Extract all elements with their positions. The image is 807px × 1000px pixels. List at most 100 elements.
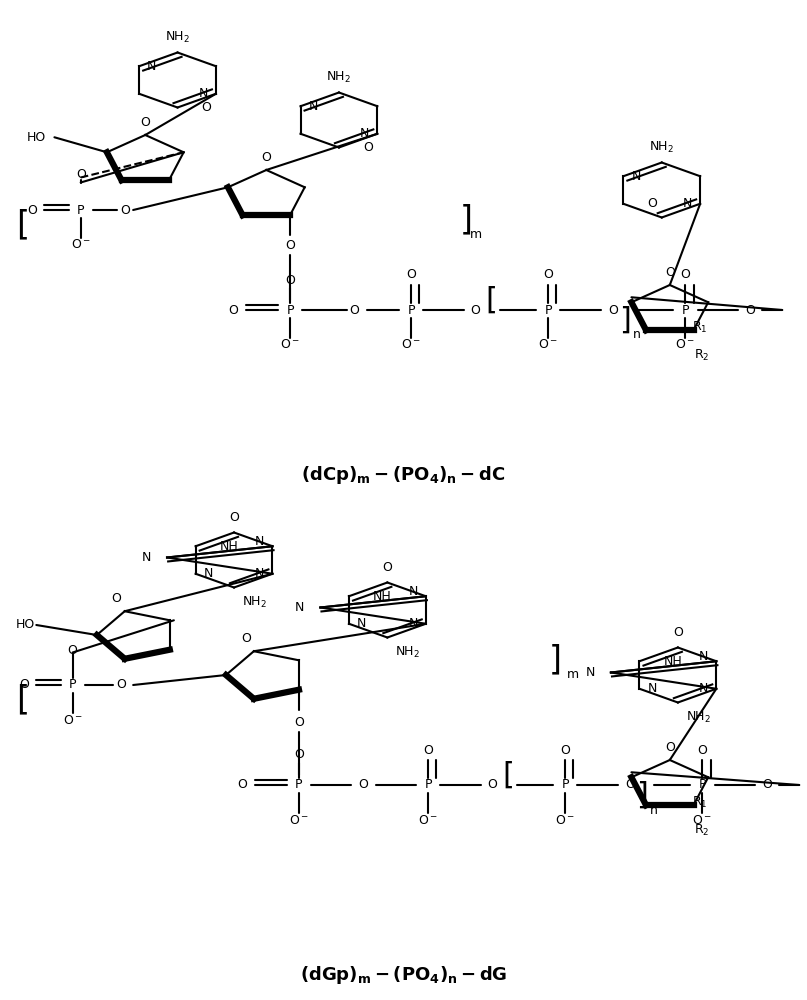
Text: O: O [76, 168, 86, 182]
Text: O: O [202, 101, 211, 114]
Text: O: O [140, 116, 150, 129]
Text: N: N [357, 617, 366, 630]
Text: P: P [699, 778, 706, 792]
Text: O: O [111, 592, 122, 605]
Text: P: P [424, 778, 432, 792]
Text: N: N [141, 551, 151, 564]
Text: N: N [199, 87, 208, 100]
Text: N: N [408, 585, 418, 598]
Text: N: N [585, 666, 595, 679]
Text: O: O [294, 748, 304, 762]
Text: O: O [349, 304, 360, 316]
Text: O$^-$: O$^-$ [289, 814, 309, 826]
Text: O: O [625, 778, 635, 792]
Text: O: O [120, 204, 130, 217]
Text: O: O [229, 511, 239, 524]
Text: N: N [255, 567, 265, 580]
Text: O$^-$: O$^-$ [418, 814, 438, 826]
Text: O: O [665, 266, 675, 279]
Text: O: O [680, 268, 691, 282]
Text: N: N [147, 60, 157, 73]
Text: HO: HO [27, 131, 46, 144]
Text: R$_1$: R$_1$ [692, 320, 708, 335]
Text: O: O [261, 151, 271, 164]
Text: N: N [408, 617, 418, 630]
Text: O$^-$: O$^-$ [675, 338, 696, 352]
Text: ]: ] [460, 204, 473, 236]
Text: O: O [237, 778, 248, 792]
Text: O: O [423, 744, 433, 756]
Text: N: N [295, 601, 304, 614]
Text: NH$_2$: NH$_2$ [686, 710, 711, 725]
Text: O: O [358, 778, 369, 792]
Text: O: O [673, 626, 683, 639]
Text: HO: HO [16, 618, 36, 632]
Text: O: O [240, 632, 251, 645]
Text: O: O [406, 268, 416, 282]
Text: N: N [647, 682, 657, 695]
Text: NH: NH [663, 655, 683, 668]
Text: O: O [294, 716, 304, 729]
Text: P: P [77, 204, 85, 217]
Text: N: N [308, 100, 318, 113]
Text: m: m [470, 229, 483, 241]
Text: O$^-$: O$^-$ [555, 814, 575, 826]
Text: O: O [697, 744, 708, 756]
Text: R$_2$: R$_2$ [694, 348, 709, 363]
Text: P: P [286, 304, 294, 316]
Text: [: [ [486, 286, 498, 314]
Text: O: O [285, 273, 295, 286]
Text: N: N [360, 127, 370, 140]
Text: O$^-$: O$^-$ [401, 338, 421, 352]
Text: [: [ [16, 209, 29, 241]
Text: P: P [545, 304, 552, 316]
Text: N: N [683, 197, 692, 210]
Text: O: O [647, 197, 658, 210]
Text: ]: ] [636, 780, 648, 810]
Text: N: N [699, 650, 709, 663]
Text: O: O [19, 678, 29, 692]
Text: N: N [255, 535, 265, 548]
Text: [: [ [16, 684, 29, 716]
Text: O: O [383, 561, 392, 574]
Text: R$_1$: R$_1$ [692, 795, 708, 810]
Text: P: P [562, 778, 569, 792]
Text: P: P [682, 304, 689, 316]
Text: NH$_2$: NH$_2$ [395, 645, 420, 660]
Text: NH$_2$: NH$_2$ [327, 70, 351, 85]
Text: m: m [567, 668, 579, 682]
Text: N: N [699, 682, 709, 695]
Text: NH: NH [373, 590, 392, 603]
Text: O: O [608, 304, 618, 316]
Text: $\mathbf{(dCp)_m-(PO_4)_n-dC}$: $\mathbf{(dCp)_m-(PO_4)_n-dC}$ [301, 464, 506, 486]
Text: O: O [285, 239, 295, 252]
Text: R$_2$: R$_2$ [694, 823, 709, 838]
Text: O: O [363, 141, 373, 154]
Text: P: P [69, 678, 77, 692]
Text: N: N [631, 170, 641, 183]
Text: NH$_2$: NH$_2$ [242, 595, 267, 610]
Text: O: O [560, 744, 571, 756]
Text: NH: NH [220, 540, 239, 553]
Text: n: n [633, 328, 641, 342]
Text: ]: ] [549, 644, 562, 676]
Text: O$^-$: O$^-$ [71, 238, 90, 251]
Text: O: O [228, 304, 239, 316]
Text: O: O [470, 304, 481, 316]
Text: O$^-$: O$^-$ [63, 714, 82, 726]
Text: O$^-$: O$^-$ [280, 338, 300, 352]
Text: [: [ [503, 760, 515, 790]
Text: O$^-$: O$^-$ [538, 338, 558, 352]
Text: O: O [745, 304, 755, 316]
Text: n: n [650, 804, 658, 816]
Text: P: P [408, 304, 415, 316]
Text: O: O [68, 644, 77, 656]
Text: O: O [665, 741, 675, 754]
Text: $\mathbf{(dGp)_m-(PO_4)_n-dG}$: $\mathbf{(dGp)_m-(PO_4)_n-dG}$ [299, 964, 508, 986]
Text: P: P [295, 778, 303, 792]
Text: O: O [487, 778, 498, 792]
Text: ]: ] [619, 306, 631, 334]
Text: O: O [116, 678, 126, 692]
Text: N: N [203, 567, 213, 580]
Text: O: O [762, 778, 772, 792]
